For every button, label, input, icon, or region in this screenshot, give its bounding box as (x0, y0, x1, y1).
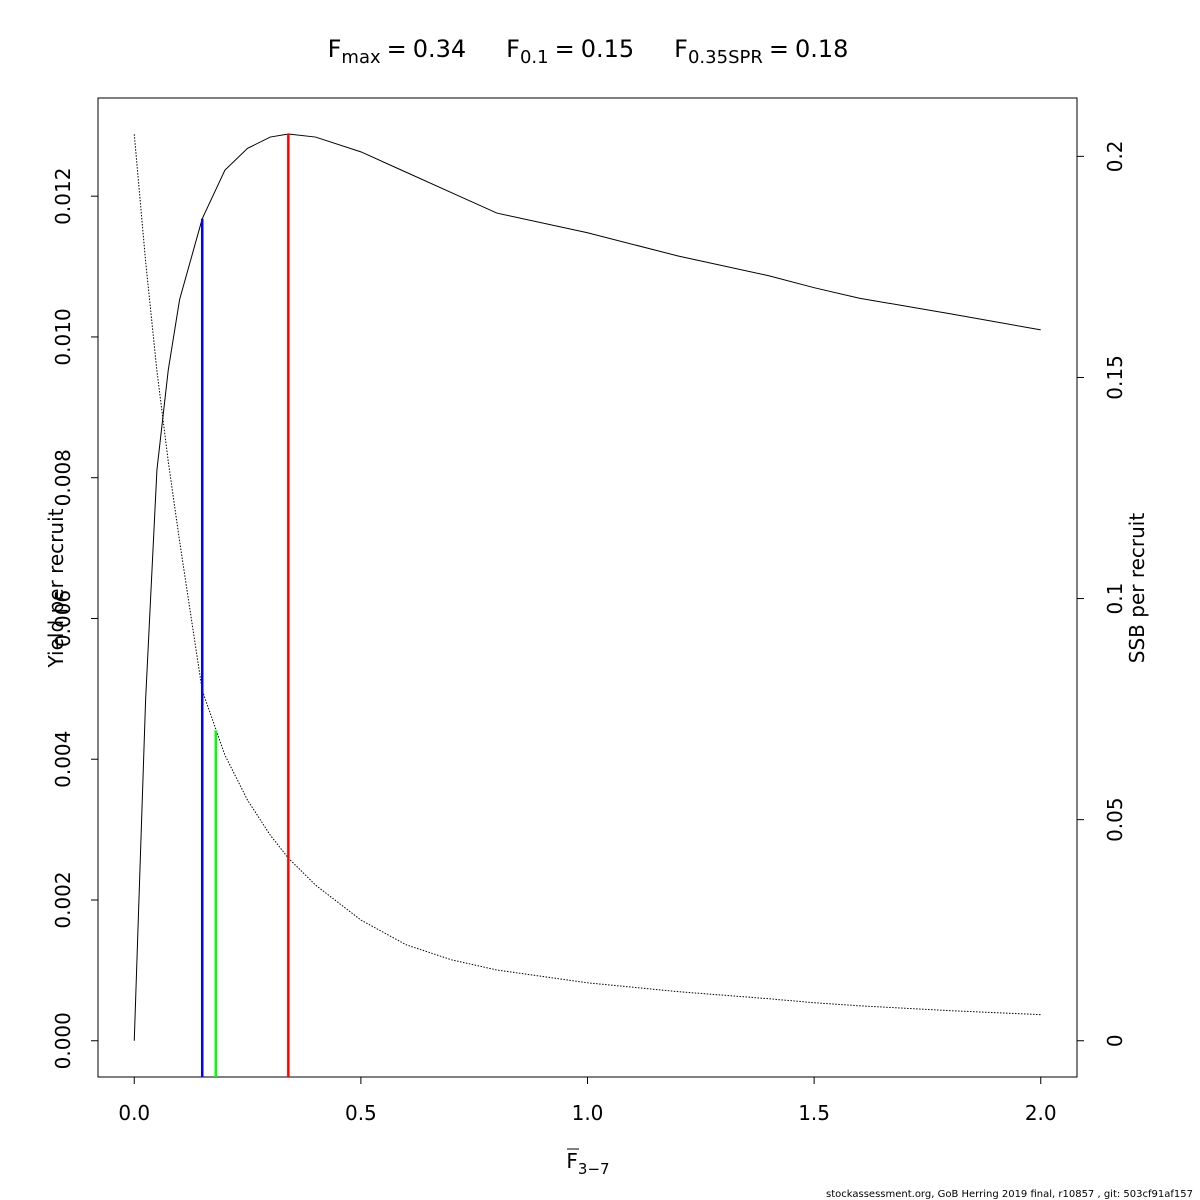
x-tick-label: 0.0 (118, 1101, 150, 1125)
title-symbol: F (328, 35, 342, 63)
title-value: 0.15 (581, 35, 634, 63)
y-tick-label: 0.006 (51, 590, 75, 647)
x-label-subscript: 3−7 (578, 1160, 610, 1178)
title-subscript: 0.1 (520, 47, 549, 68)
y2-tick-label: 0 (1103, 1034, 1127, 1047)
title-equals: = (387, 35, 407, 63)
title-subscript: max (341, 47, 381, 68)
footer: stockassessment.org, GoB Herring 2019 fi… (826, 1189, 1193, 1200)
x-label-symbol: F (566, 1149, 578, 1173)
chart-title: Fmax = 0.34 F0.1 = 0.15 F0.35SPR = 0.18 (328, 35, 849, 68)
series-line (133, 134, 1041, 1016)
title-value: 0.34 (413, 35, 466, 63)
x-tick-label: 0.5 (345, 1101, 377, 1125)
y-tick-label: 0.004 (51, 731, 75, 788)
plot-box (97, 97, 1078, 1078)
x-tick-label: 2.0 (1025, 1101, 1057, 1125)
y-tick-label: 0.010 (51, 308, 75, 365)
x-tick-label: 1.5 (798, 1101, 830, 1125)
y2-tick-label: 0.1 (1103, 583, 1127, 615)
title-equals: = (555, 35, 575, 63)
y-tick-label: 0.002 (51, 871, 75, 928)
y-axis-label: Yield per recruit (44, 508, 68, 668)
y2-tick-label: 0.05 (1103, 797, 1127, 842)
title-symbol: F (674, 35, 688, 63)
title-value: 0.18 (795, 35, 848, 63)
title-subscript: 0.35SPR (688, 47, 763, 68)
y-tick-label: 0.000 (51, 1012, 75, 1069)
y2-tick-label: 0.2 (1103, 140, 1127, 172)
title-equals: = (769, 35, 789, 63)
x-axis-label: F3−7 (566, 1149, 609, 1178)
y2-axis-label: SSB per recruit (1125, 513, 1149, 664)
y-tick-label: 0.012 (51, 168, 75, 225)
y2-tick-label: 0.15 (1103, 355, 1127, 400)
title-symbol: F (506, 35, 520, 63)
y-tick-label: 0.008 (51, 449, 75, 506)
series-line (133, 133, 1041, 1041)
x-tick-label: 1.0 (572, 1101, 604, 1125)
